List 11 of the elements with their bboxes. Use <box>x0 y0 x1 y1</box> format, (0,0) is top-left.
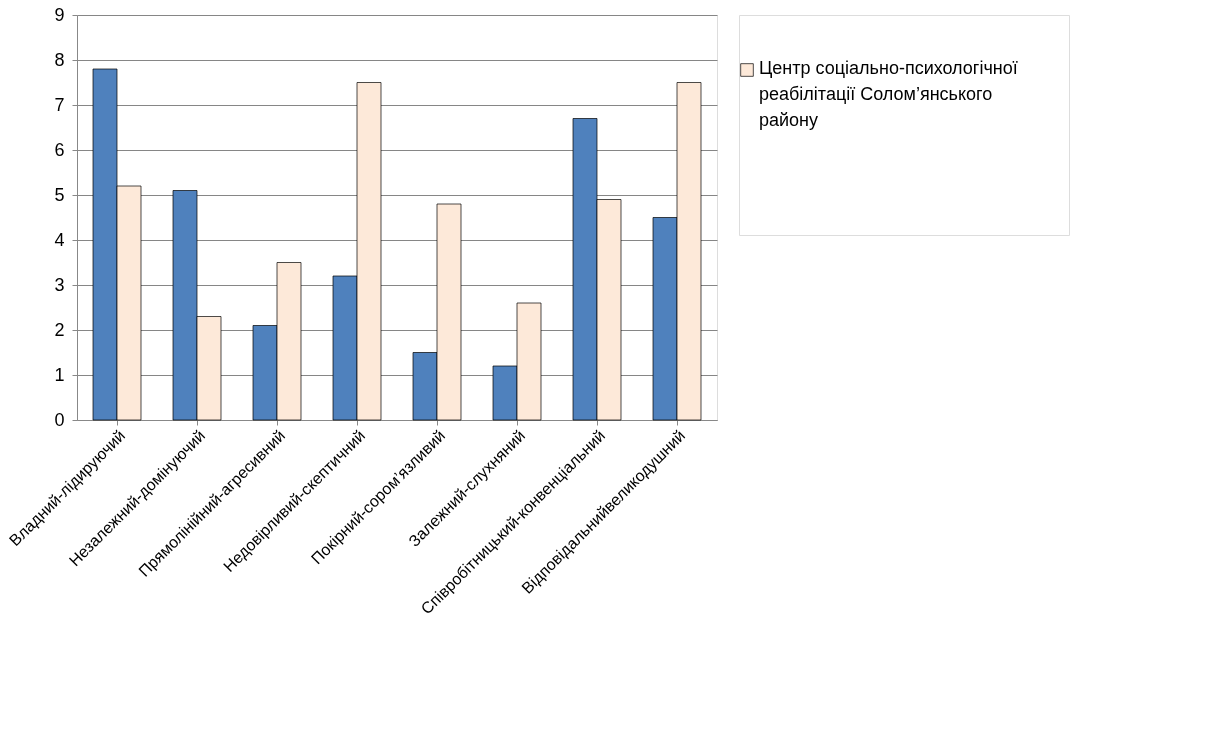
y-tick-label: 1 <box>54 364 65 385</box>
y-tick-label: 8 <box>54 49 65 70</box>
y-tick-label: 4 <box>54 229 65 250</box>
y-tick-label: 5 <box>54 184 65 205</box>
y-tick-label: 9 <box>54 4 65 25</box>
y-tick-label: 7 <box>54 94 65 115</box>
legend-label: Центр соціально-психологічної реабілітації Солом’янського району <box>759 58 1018 130</box>
y-tick-label: 0 <box>54 409 65 430</box>
y-tick-label: 3 <box>54 274 65 295</box>
y-tick-label: 6 <box>54 139 65 160</box>
y-tick-label: 2 <box>54 319 65 340</box>
